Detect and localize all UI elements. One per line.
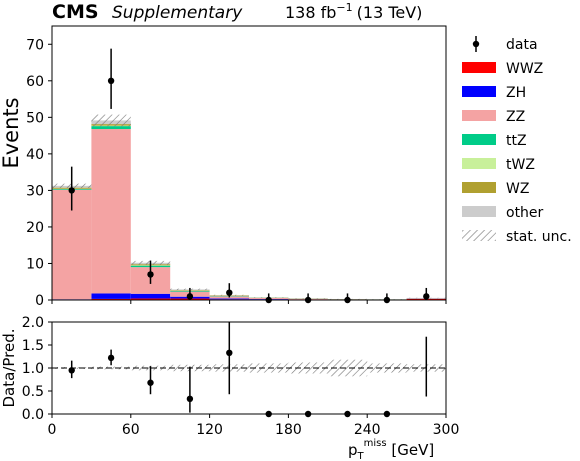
legend-swatch-wz	[462, 182, 496, 193]
legend-label-wz: WZ	[506, 181, 529, 197]
legend-data-marker	[472, 40, 480, 48]
ratio-x-ticks: 0 60 120 180 240 300	[48, 414, 460, 438]
legend-swatch-twz	[462, 158, 496, 169]
ratio-y-ticks: 0.0 0.5 1.0 1.5 2.0	[22, 315, 52, 423]
legend-item-zz: ZZ	[462, 109, 525, 125]
bar-wwz-bin-2	[130, 298, 171, 300]
legend-swatch-zz	[462, 110, 496, 121]
experiment-label: CMS	[52, 1, 99, 23]
bar-zh-bin-4	[209, 298, 249, 300]
data-point-1	[107, 77, 115, 85]
legend-label-zz: ZZ	[506, 109, 525, 125]
ratio-y-axis-label: Data/Pred.	[0, 328, 18, 407]
supplementary-label: Supplementary	[112, 3, 243, 23]
top-ytick-label-10: 10	[26, 256, 44, 272]
top-y-ticks: 0 10 20 30 40 50 60 70	[26, 37, 52, 309]
legend-item-wz: WZ	[462, 181, 529, 197]
top-ytick-label-20: 20	[26, 220, 44, 236]
ratio-xtick-label-0: 0	[48, 422, 57, 438]
legend-swatch-other	[462, 206, 496, 217]
legend-label-wwz: WWZ	[506, 61, 543, 77]
bar-ttz-bin-1	[91, 126, 131, 130]
ratio-xtick-label-120: 120	[196, 422, 223, 438]
lumi-label: 138 fb−1 (13 TeV)	[285, 1, 422, 22]
bar-wwz-bin-1	[91, 298, 131, 300]
top-ytick-label-0: 0	[35, 293, 44, 309]
legend-item-wwz: WWZ	[462, 61, 543, 77]
top-ytick-label-40: 40	[26, 147, 44, 163]
x-axis-label: pTmiss [GeV]	[348, 438, 434, 461]
legend-item-stat-unc: stat. unc.	[462, 229, 572, 245]
legend: data WWZ ZH ZZ ttZ tWZ WZ other	[462, 36, 572, 245]
ratio-xtick-label-240: 240	[354, 422, 381, 438]
legend-item-data: data	[472, 36, 538, 53]
data-point-3	[186, 293, 194, 300]
data-point-4	[226, 289, 233, 296]
ratio-xtick-label-180: 180	[275, 422, 302, 438]
top-x-ticks	[51, 300, 447, 304]
ratio-xtick-label-60: 60	[122, 422, 140, 438]
ratio-ytick-label-0-0: 0.0	[22, 407, 44, 423]
ratio-ytick-label-1-5: 1.5	[22, 338, 44, 354]
ratio-points	[68, 322, 428, 418]
legend-swatch-ttz	[462, 134, 496, 145]
top-ytick-label-50: 50	[26, 110, 44, 126]
legend-item-other: other	[462, 205, 544, 221]
data-point-9	[423, 293, 430, 300]
ratio-xtick-label-300: 300	[433, 422, 460, 438]
legend-label-other: other	[506, 205, 544, 221]
legend-swatch-wwz	[462, 62, 496, 73]
ratio-ytick-label-2-0: 2.0	[22, 315, 44, 331]
legend-label-ttz: ttZ	[506, 133, 527, 149]
top-plot-frame	[51, 25, 447, 301]
top-y-axis-label: Events	[0, 97, 23, 168]
ratio-point-2	[147, 379, 154, 386]
stack-bars	[52, 120, 446, 300]
legend-label-zh: ZH	[506, 85, 526, 101]
legend-item-twz: tWZ	[462, 157, 535, 173]
ratio-point-3	[186, 395, 194, 403]
ratio-point-4	[226, 349, 233, 357]
top-ytick-label-70: 70	[26, 37, 44, 53]
bar-zz-bin-1	[91, 129, 131, 294]
stat-unc-bin-1	[91, 114, 131, 127]
bar-zh-bin-2	[130, 293, 171, 299]
legend-label-twz: tWZ	[506, 157, 535, 173]
legend-swatch-zh	[462, 86, 496, 97]
top-ytick-label-30: 30	[26, 183, 44, 199]
legend-item-ttz: ttZ	[462, 133, 527, 149]
bar-zz-bin-4	[209, 296, 249, 299]
legend-label-stat-unc: stat. unc.	[506, 229, 572, 245]
top-ytick-label-60: 60	[26, 74, 44, 90]
legend-label-data: data	[506, 37, 538, 53]
data-point-0	[68, 187, 75, 194]
ratio-point-0	[68, 367, 75, 374]
ratio-ytick-label-1-0: 1.0	[22, 361, 44, 377]
ratio-unc-bin-7	[327, 359, 368, 377]
legend-item-zh: ZH	[462, 85, 526, 101]
data-point-2	[147, 271, 154, 278]
ratio-point-1	[107, 354, 115, 362]
ratio-ytick-label-0-5: 0.5	[22, 384, 44, 400]
bar-zh-bin-1	[91, 293, 131, 299]
legend-swatch-stat-unc	[462, 230, 496, 241]
